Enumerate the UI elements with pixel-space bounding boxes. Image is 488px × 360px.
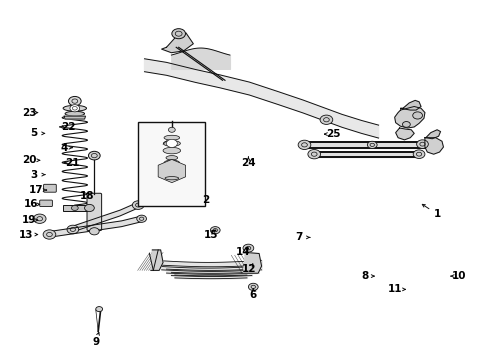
Text: 19: 19 [22,215,36,225]
Text: 25: 25 [325,129,340,139]
Text: 16: 16 [23,199,38,210]
Polygon shape [425,130,440,139]
Text: 6: 6 [249,291,256,301]
Polygon shape [71,202,138,232]
Circle shape [307,149,320,159]
Circle shape [43,230,56,239]
FancyBboxPatch shape [40,200,52,207]
Polygon shape [394,107,424,128]
Circle shape [96,307,102,312]
Text: 9: 9 [92,337,99,347]
Circle shape [137,215,146,222]
Text: 13: 13 [19,230,33,239]
Circle shape [402,122,409,127]
Polygon shape [144,59,378,138]
Circle shape [166,139,177,148]
Text: 12: 12 [242,264,256,274]
Text: 23: 23 [21,108,36,118]
Polygon shape [400,100,420,110]
Circle shape [247,259,259,267]
Circle shape [366,141,376,148]
Text: 21: 21 [65,158,80,168]
Text: 10: 10 [451,271,466,281]
Text: 15: 15 [203,230,218,239]
Ellipse shape [163,140,180,146]
Circle shape [243,244,253,252]
Text: 17: 17 [28,185,43,195]
Text: 4: 4 [61,143,68,153]
Circle shape [67,225,79,234]
Ellipse shape [163,160,179,166]
Circle shape [416,140,427,148]
Circle shape [248,283,258,291]
Ellipse shape [165,156,177,160]
Text: 2: 2 [202,195,209,205]
Circle shape [71,206,78,211]
Circle shape [132,201,144,210]
Circle shape [210,226,220,234]
Polygon shape [161,33,193,53]
Text: 14: 14 [236,247,250,257]
Text: 3: 3 [30,170,38,180]
Text: 22: 22 [61,122,75,132]
Ellipse shape [63,105,86,111]
Polygon shape [243,252,261,273]
Circle shape [33,214,46,224]
Circle shape [412,112,422,119]
Circle shape [68,96,81,106]
Circle shape [84,204,94,212]
Text: 11: 11 [386,284,401,294]
FancyBboxPatch shape [43,184,56,192]
Bar [138,122,205,206]
Circle shape [171,29,185,39]
Polygon shape [395,128,413,140]
FancyBboxPatch shape [87,193,102,230]
Text: 20: 20 [21,155,36,165]
Circle shape [70,105,80,112]
Circle shape [320,115,332,125]
Polygon shape [64,116,85,119]
Polygon shape [151,250,163,270]
Text: 1: 1 [432,209,440,219]
Ellipse shape [163,135,179,140]
Polygon shape [424,138,443,154]
Bar [62,205,87,211]
Text: 24: 24 [241,158,255,168]
Ellipse shape [65,111,84,116]
Text: 18: 18 [80,191,95,201]
Polygon shape [48,216,142,237]
Circle shape [412,150,424,158]
Ellipse shape [164,177,178,180]
Circle shape [88,151,100,160]
Ellipse shape [163,147,180,154]
Text: 8: 8 [361,271,368,281]
Text: 5: 5 [30,129,38,138]
Text: 7: 7 [295,232,302,242]
Circle shape [298,140,310,149]
Circle shape [89,228,99,235]
Circle shape [168,127,175,132]
